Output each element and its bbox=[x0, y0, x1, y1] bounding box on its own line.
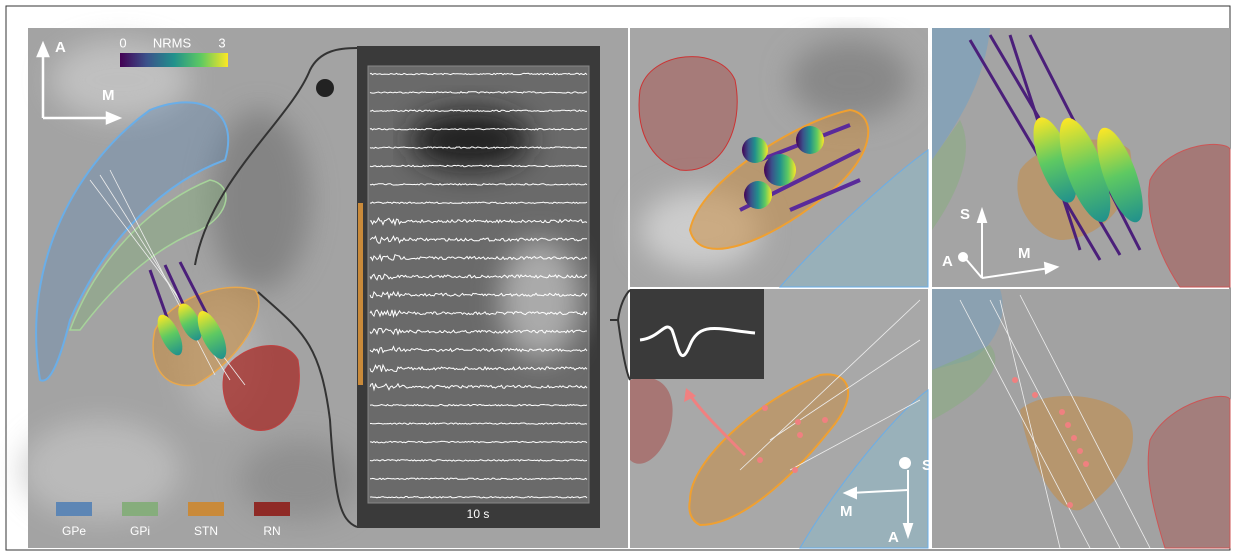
top-middle-panel bbox=[630, 28, 928, 287]
legend-label: RN bbox=[263, 524, 280, 538]
axis-label: A bbox=[942, 253, 953, 270]
axis-label: M bbox=[840, 503, 853, 520]
axis-label: M bbox=[102, 87, 115, 104]
axis-label: A bbox=[888, 529, 899, 546]
legend-label: STN bbox=[194, 524, 218, 538]
legend-swatch bbox=[254, 502, 290, 516]
top-right-panel: S A M bbox=[932, 28, 1230, 287]
legend-swatch bbox=[188, 502, 224, 516]
legend-swatch bbox=[122, 502, 158, 516]
legend-swatch bbox=[56, 502, 92, 516]
colorbar-max: 3 bbox=[218, 35, 225, 50]
axis-label: S bbox=[960, 206, 970, 223]
legend-label: GPe bbox=[62, 524, 86, 538]
colorbar-label: NRMS bbox=[153, 35, 192, 50]
recordings-panel: 10 s bbox=[357, 46, 600, 528]
colorbar-min: 0 bbox=[119, 35, 126, 50]
bottom-middle-panel: S M A bbox=[610, 289, 932, 548]
legend-label: GPi bbox=[130, 524, 150, 538]
time-scale: 10 s bbox=[467, 507, 490, 521]
axis-label: S bbox=[922, 457, 932, 474]
axis-label: M bbox=[1018, 245, 1031, 262]
bottom-right-panel bbox=[932, 289, 1230, 548]
figure: A M 0 NRMS 3 GPe GPi STN RN 10 s bbox=[0, 0, 1236, 556]
colorbar bbox=[120, 53, 228, 67]
axis-label: A bbox=[55, 39, 66, 56]
